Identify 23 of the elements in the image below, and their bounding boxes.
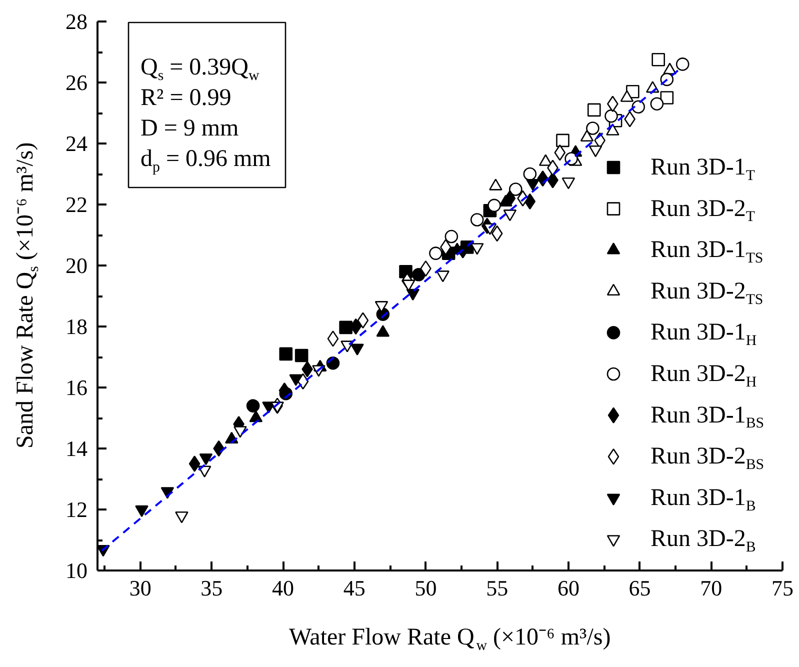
x-tick-label: 35 [200, 576, 223, 600]
x-tick-label: 55 [486, 576, 508, 600]
x-tick-label: 70 [700, 576, 722, 600]
x-tick-label: 75 [772, 576, 794, 600]
y-tick-label: 20 [66, 253, 88, 278]
y-tick-label: 14 [66, 436, 88, 461]
x-tick-label: 45 [343, 576, 366, 600]
y-tick-label: 10 [66, 558, 88, 583]
y-tick-label: 12 [66, 497, 88, 522]
annotation: R² = 0.99 [140, 85, 232, 111]
x-tick-label: 60 [557, 576, 580, 600]
y-axis-title: Sand Flow Rate Qs (×10⁻⁶ m³/s) [12, 142, 42, 449]
x-tick-label: 40 [272, 576, 294, 600]
x-tick-label: 30 [129, 576, 152, 600]
y-tick-label: 22 [66, 192, 88, 217]
annotation: D = 9 mm [140, 116, 240, 142]
y-tick-label: 18 [66, 314, 88, 339]
y-tick-label: 26 [66, 70, 88, 95]
x-tick-label: 65 [628, 576, 651, 600]
y-tick-label: 28 [66, 9, 88, 34]
y-tick-label: 24 [66, 131, 88, 156]
x-tick-label: 50 [414, 576, 437, 600]
y-tick-label: 16 [66, 375, 88, 400]
